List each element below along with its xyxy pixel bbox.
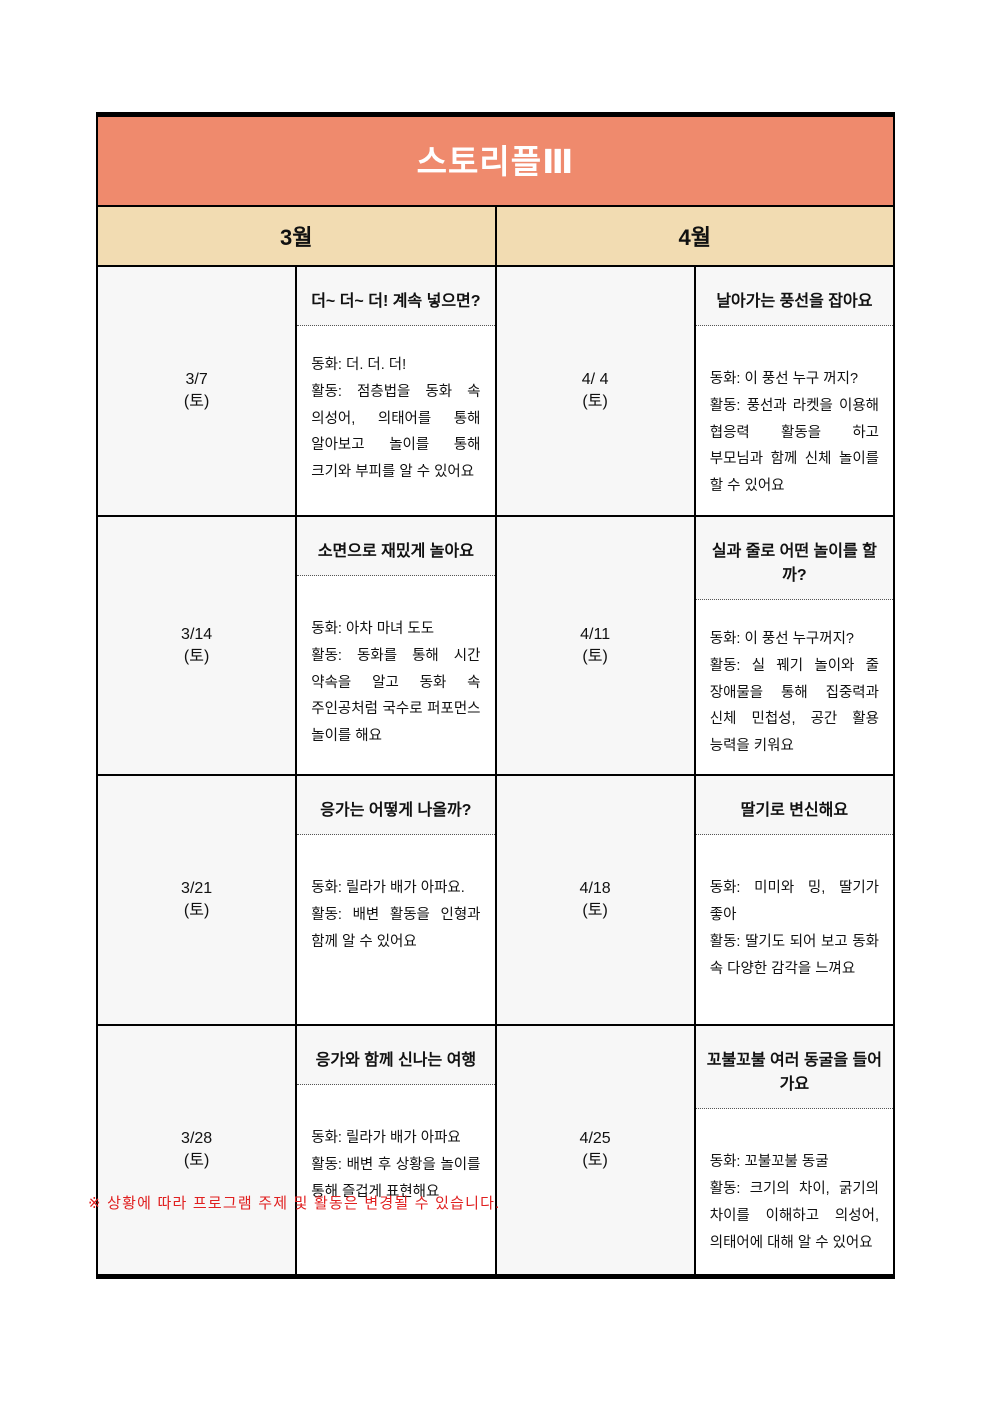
activity-line: 활동: 풍선과 라켓을 이용해 협응력 활동을 하고 부모님과 함께 신체 놀이…: [709, 397, 879, 495]
program-title: 실과 줄로 어떤 놀이를 할까?: [695, 517, 893, 600]
date-dow: (토): [582, 902, 608, 920]
date-day: 4/ 4: [581, 371, 609, 389]
story-line: 동화: 이 풍선 누구꺼지?: [709, 631, 854, 647]
date-cell-march: 3/14 (토): [97, 516, 298, 777]
date-dow: (토): [183, 647, 210, 665]
table-row: 3/21 (토) 응가는 어떻게 나올까? 동화: 릴라가 배가 아파요. 활동…: [97, 775, 894, 1027]
month-header-row: 3월 4월: [97, 206, 894, 267]
date-dow: (토): [183, 902, 210, 920]
month-header-march: 3월: [97, 206, 497, 267]
content-cell-march: 더~ 더~ 더! 계속 넣으면? 동화: 더. 더. 더! 활동: 점층법을 동…: [296, 266, 497, 517]
activity-line: 활동: 딸기도 되어 보고 동화 속 다양한 감각을 느껴요: [709, 933, 879, 977]
date-dow: (토): [582, 393, 608, 410]
program-body: 동화: 미미와 밍, 딸기가 좋아 활동: 딸기도 되어 보고 동화 속 다양한…: [696, 835, 893, 1024]
program-title: 응가는 어떻게 나올까?: [297, 776, 495, 836]
content-cell-april: 딸기로 변신해요 동화: 미미와 밍, 딸기가 좋아 활동: 딸기도 되어 보고…: [693, 775, 894, 1027]
date-day: 3/21: [181, 880, 213, 898]
content-cell-march: 응가와 함께 신나는 여행 동화: 릴라가 배가 아파요 활동: 배변 후 상황…: [296, 1025, 497, 1277]
story-line: 동화: 아차 마녀 도도: [311, 621, 435, 637]
table-row: 3/28 (토) 응가와 함께 신나는 여행 동화: 릴라가 배가 아파요 활동…: [97, 1025, 894, 1277]
page-title: 스토리플Ⅲ: [416, 142, 575, 180]
program-title: 응가와 함께 신나는 여행: [297, 1026, 495, 1086]
activity-line: 활동: 동화를 통해 시간 약속을 알고 동화 속 주인공처럼 국수로 퍼포먼스…: [311, 647, 481, 745]
date-day: 3/7: [185, 371, 208, 389]
date-cell-april: 4/ 4 (토): [495, 266, 696, 517]
table-row: 3/14 (토) 소면으로 재밌게 놀아요 동화: 아차 마녀 도도 활동: 동…: [97, 516, 894, 777]
program-body: 동화: 이 풍선 누구꺼지? 활동: 실 꿰기 놀이와 줄 장애물을 통해 집중…: [696, 600, 893, 774]
activity-line: 활동: 배변 활동을 인형과 함께 알 수 있어요: [311, 906, 481, 950]
program-body: 동화: 이 풍선 누구 꺼지? 활동: 풍선과 라켓을 이용해 협응력 활동을 …: [696, 326, 893, 515]
table-row: 3/7 (토) 더~ 더~ 더! 계속 넣으면? 동화: 더. 더. 더! 활동…: [97, 266, 894, 517]
schedule-document: 스토리플Ⅲ 3월 4월 3/7 (토) 더~ 더~ 더! 계속 넣으면? 동화:…: [96, 112, 895, 1280]
activity-line: 활동: 배변 후 상황을 놀이를 통해 즐겁게 표현해요: [311, 1156, 481, 1200]
banner-row: 스토리플Ⅲ: [97, 114, 894, 207]
date-cell-april: 4/18 (토): [495, 775, 696, 1027]
program-body: 동화: 릴라가 배가 아파요 활동: 배변 후 상황을 놀이를 통해 즐겁게 표…: [297, 1085, 494, 1274]
date-day: 4/11: [580, 625, 611, 643]
content-cell-march: 소면으로 재밌게 놀아요 동화: 아차 마녀 도도 활동: 동화를 통해 시간 …: [296, 516, 497, 777]
story-line: 동화: 릴라가 배가 아파요.: [311, 880, 465, 897]
story-line: 동화: 이 풍선 누구 꺼지?: [709, 371, 859, 387]
story-line: 동화: 더. 더. 더!: [311, 357, 407, 373]
date-day: 4/18: [579, 880, 611, 898]
program-title: 꼬불꼬불 여러 동굴을 들어가요: [695, 1026, 893, 1110]
program-body: 동화: 더. 더. 더! 활동: 점층법을 동화 속 의성어, 의태어를 통해 …: [297, 326, 494, 515]
program-body: 동화: 꼬불꼬불 동굴 활동: 크기의 차이, 굵기의 차이를 이해하고 의성어…: [696, 1109, 893, 1274]
story-line: 동화: 릴라가 배가 아파요: [311, 1130, 461, 1147]
month-header-april: 4월: [494, 206, 894, 267]
program-title: 날아가는 풍선을 잡아요: [695, 267, 893, 326]
content-cell-march: 응가는 어떻게 나올까? 동화: 릴라가 배가 아파요. 활동: 배변 활동을 …: [296, 775, 497, 1027]
date-day: 3/14: [181, 625, 213, 643]
program-title: 소면으로 재밌게 놀아요: [297, 517, 495, 576]
date-dow: (토): [582, 647, 608, 665]
activity-line: 활동: 실 꿰기 놀이와 줄 장애물을 통해 집중력과 신체 민첩성, 공간 활…: [709, 657, 879, 755]
content-cell-april: 날아가는 풍선을 잡아요 동화: 이 풍선 누구 꺼지? 활동: 풍선과 라켓을…: [693, 266, 894, 517]
program-body: 동화: 릴라가 배가 아파요. 활동: 배변 활동을 인형과 함께 알 수 있어…: [297, 835, 494, 1024]
content-cell-april: 꼬불꼬불 여러 동굴을 들어가요 동화: 꼬불꼬불 동굴 활동: 크기의 차이,…: [693, 1025, 894, 1277]
date-day: 4/25: [579, 1130, 611, 1148]
schedule-table: 스토리플Ⅲ 3월 4월 3/7 (토) 더~ 더~ 더! 계속 넣으면? 동화:…: [96, 112, 895, 1280]
date-cell-april: 4/25 (토): [495, 1025, 696, 1277]
story-line: 동화: 꼬불꼬불 동굴: [709, 1154, 829, 1171]
activity-line: 활동: 점층법을 동화 속 의성어, 의태어를 통해 알아보고 놀이를 통해 크…: [311, 383, 481, 481]
program-title: 딸기로 변신해요: [695, 776, 893, 836]
banner-cell: 스토리플Ⅲ: [97, 114, 894, 207]
date-cell-march: 3/21 (토): [97, 775, 298, 1027]
date-cell-march: 3/28 (토): [97, 1025, 298, 1277]
date-dow: (토): [183, 393, 210, 410]
story-line: 동화: 미미와 밍, 딸기가 좋아: [709, 880, 879, 923]
date-cell-march: 3/7 (토): [97, 266, 298, 517]
date-dow: (토): [183, 1152, 210, 1170]
footnote-disclaimer: ※ 상황에 따라 프로그램 주제 및 활동은 변경될 수 있습니다.: [88, 1195, 501, 1212]
date-cell-april: 4/11 (토): [495, 516, 696, 777]
program-title: 더~ 더~ 더! 계속 넣으면?: [297, 267, 495, 326]
date-day: 3/28: [181, 1130, 213, 1148]
content-cell-april: 실과 줄로 어떤 놀이를 할까? 동화: 이 풍선 누구꺼지? 활동: 실 꿰기…: [693, 516, 894, 777]
activity-line: 활동: 크기의 차이, 굵기의 차이를 이해하고 의성어, 의태어에 대해 알 …: [709, 1180, 879, 1251]
program-body: 동화: 아차 마녀 도도 활동: 동화를 통해 시간 약속을 알고 동화 속 주…: [297, 576, 494, 765]
date-dow: (토): [582, 1152, 608, 1170]
